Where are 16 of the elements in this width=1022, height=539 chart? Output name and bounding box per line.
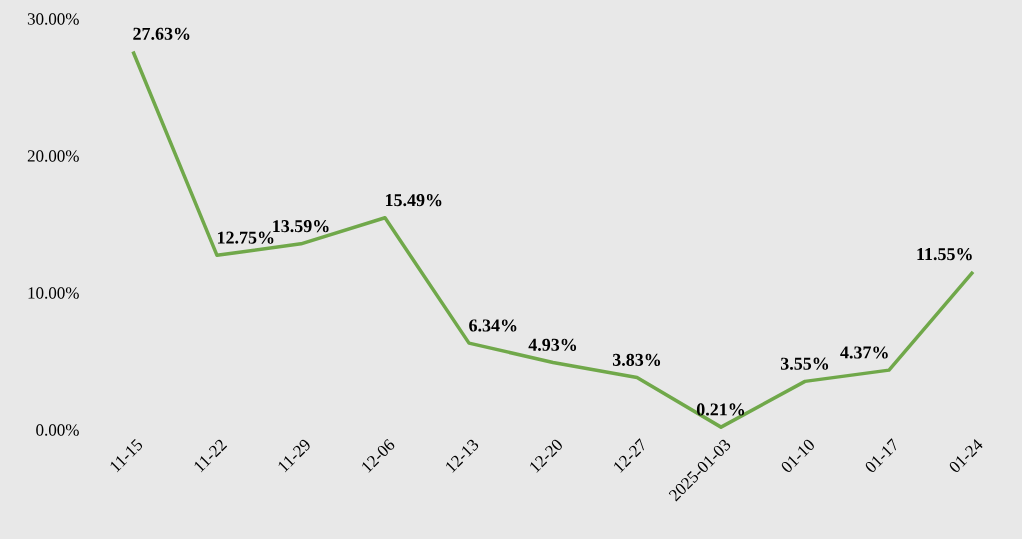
line-series [131,49,975,429]
y-tick-label: 30.00% [27,13,79,25]
y-tick-label: 10.00% [28,287,79,299]
data-label: 6.34% [469,319,517,332]
data-label: 11.55% [917,248,972,261]
data-label: 0.21% [696,403,745,416]
data-label: 12.75% [217,231,274,244]
data-label: 13.59% [273,220,329,233]
data-label: 27.63% [133,27,190,40]
data-label: 15.49% [385,194,442,207]
data-label: 4.93% [528,338,577,351]
y-tick-label: 20.00% [27,150,79,162]
data-label: 4.37% [840,346,888,359]
data-label: 3.83% [612,353,661,366]
y-tick-label: 0.00% [36,424,79,436]
data-label: 3.55% [780,357,829,370]
